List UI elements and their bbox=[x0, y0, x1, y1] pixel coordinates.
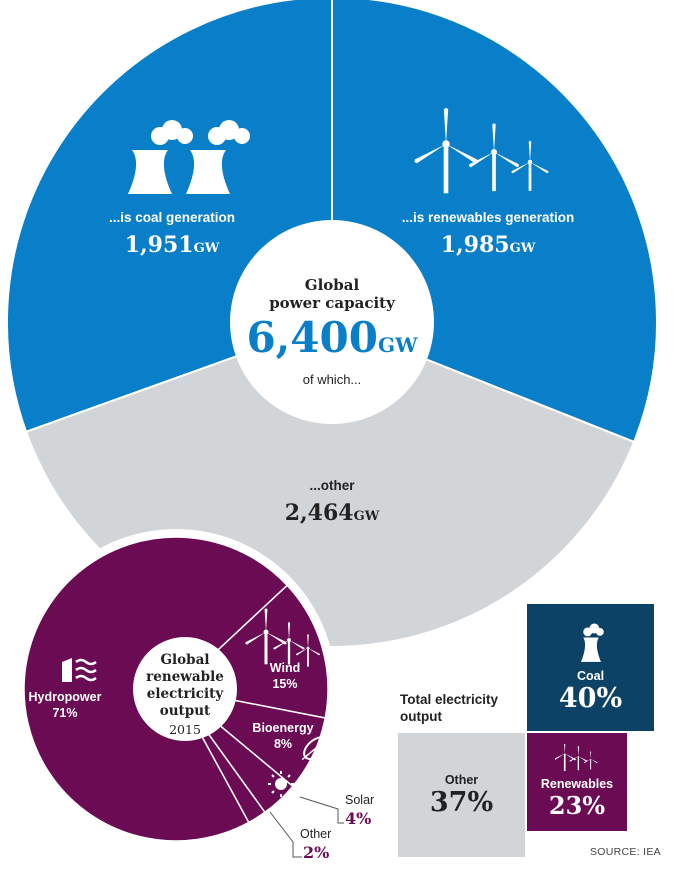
coal-slice-label: ...is coal generation bbox=[109, 210, 235, 225]
total-output-title-line1: Total electricity bbox=[400, 692, 499, 707]
renewables-box-value: 23% bbox=[548, 791, 606, 820]
leaf-icon bbox=[301, 736, 329, 761]
center-circle bbox=[230, 220, 434, 424]
coal-box: Coal 40% bbox=[527, 604, 654, 731]
renewables-slice-value: 1,985GW bbox=[441, 232, 536, 258]
other-box-label: Other bbox=[444, 772, 479, 787]
coal-box-label: Coal bbox=[576, 669, 605, 683]
small-center-circle bbox=[133, 637, 237, 741]
hydropower-label: Hydropower bbox=[29, 690, 102, 704]
source-note: SOURCE: IEA bbox=[590, 846, 661, 858]
small-title-line4: output bbox=[160, 703, 211, 719]
total-output-title: Total electricity output bbox=[400, 691, 530, 725]
chart-title-line2: power capacity bbox=[269, 294, 396, 312]
wind-label: Wind bbox=[270, 661, 300, 675]
renewables-box: Renewables 23% bbox=[527, 733, 627, 831]
hydropower-value: 71% bbox=[52, 706, 77, 720]
other-renewable-label: Other bbox=[300, 827, 331, 841]
small-title-line2: renewable bbox=[146, 669, 224, 685]
solar-leader-line bbox=[299, 796, 344, 824]
total-output-title-line2: output bbox=[400, 709, 442, 724]
box-wind-turbine-icon bbox=[555, 744, 598, 771]
coal-slice-value: 1,951GW bbox=[125, 232, 220, 258]
bioenergy-label: Bioenergy bbox=[252, 721, 313, 735]
renewables-slice-label: ...is renewables generation bbox=[402, 210, 575, 225]
other-leader-line bbox=[269, 811, 302, 858]
total-capacity: 6,400GW bbox=[246, 313, 418, 362]
bioenergy-value: 8% bbox=[274, 737, 292, 751]
solar-value: 4% bbox=[345, 809, 371, 828]
other-slice-value: 2,464GW bbox=[285, 500, 380, 526]
cooling-tower-icon bbox=[580, 623, 604, 662]
other-box-value: 37% bbox=[429, 786, 494, 818]
cooling-towers-icon bbox=[128, 120, 250, 194]
of-which-label: of which... bbox=[303, 372, 362, 387]
hydropower-icon bbox=[62, 658, 97, 682]
solar-label: Solar bbox=[345, 793, 374, 807]
sun-icon bbox=[268, 771, 294, 797]
renewables-box-label: Renewables bbox=[540, 777, 614, 791]
other-box: Other 37% bbox=[398, 733, 525, 857]
coal-box-value: 40% bbox=[558, 683, 623, 714]
chart-title-line1: Global bbox=[305, 276, 360, 294]
small-title-line3: electricity bbox=[147, 686, 225, 702]
small-year: 2015 bbox=[169, 722, 201, 737]
other-renewable-value: 2% bbox=[303, 843, 329, 862]
wind-value: 15% bbox=[272, 677, 297, 691]
small-title-line1: Global bbox=[161, 652, 210, 668]
other-slice-label: ...other bbox=[309, 478, 355, 493]
